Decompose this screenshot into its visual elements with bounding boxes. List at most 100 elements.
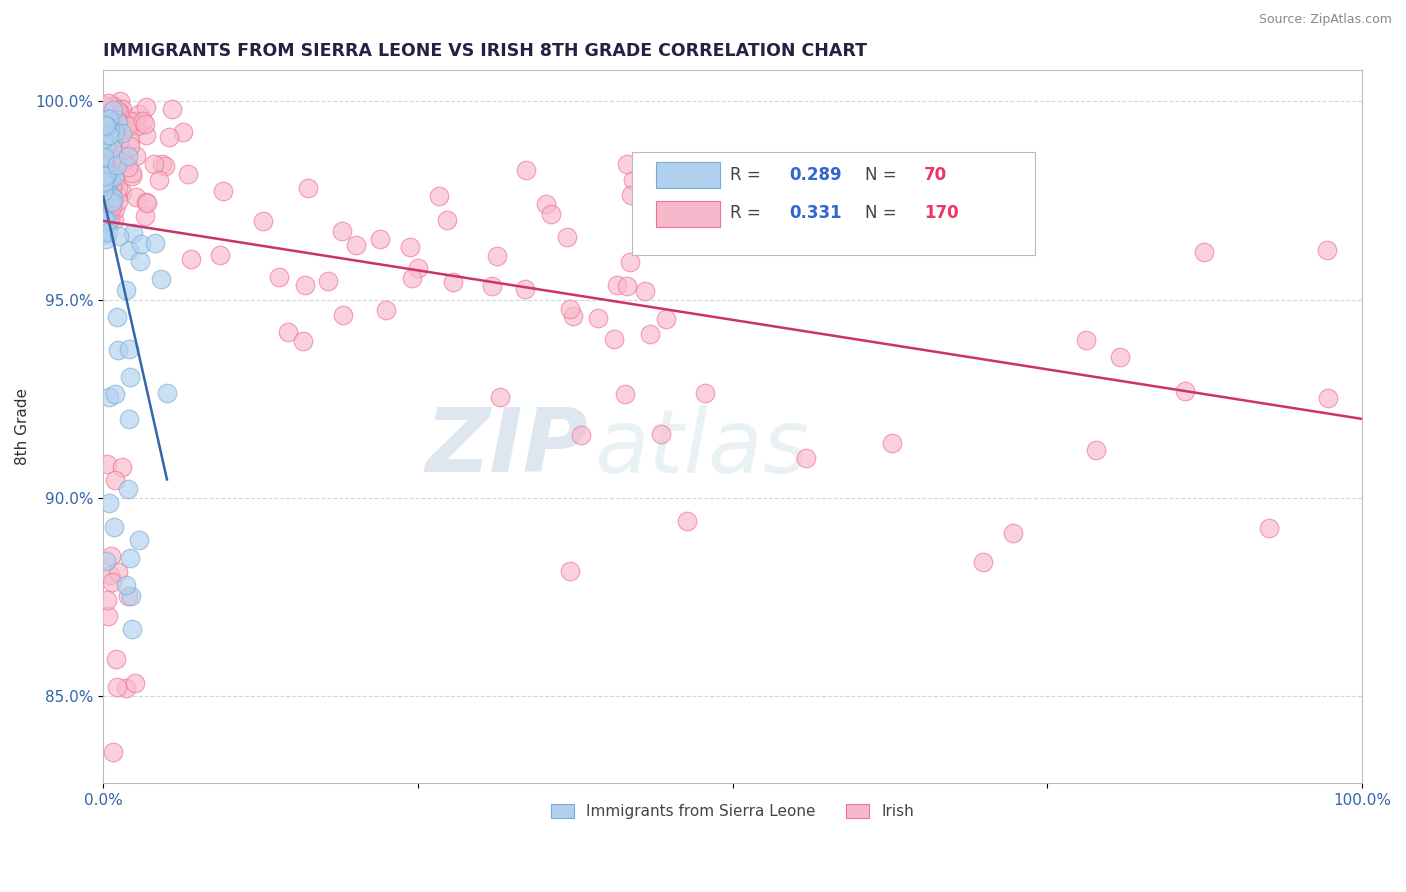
Point: [297, 181, 319, 195]
Point: [332, 308, 354, 322]
Point: [93, 166, 115, 180]
Point: [111, 107, 134, 121]
Point: [101, 191, 124, 205]
Point: [93, 186, 115, 200]
Point: [93, 161, 115, 175]
Point: [98, 567, 121, 582]
Point: [101, 575, 124, 590]
Point: [135, 195, 157, 210]
FancyBboxPatch shape: [655, 162, 720, 188]
Point: [114, 153, 136, 168]
Point: [129, 237, 152, 252]
Point: [489, 390, 512, 404]
Point: [98, 201, 121, 215]
Point: [569, 428, 592, 442]
Point: [650, 166, 672, 180]
Point: [97, 112, 120, 126]
Point: [97, 496, 120, 510]
Point: [148, 172, 170, 186]
Point: [560, 302, 582, 317]
Point: [108, 104, 131, 119]
Point: [128, 533, 150, 547]
Point: [94, 170, 117, 185]
Point: [561, 309, 583, 323]
Point: [97, 176, 120, 190]
Point: [129, 254, 152, 268]
Point: [1192, 244, 1215, 259]
Point: [344, 238, 367, 252]
Point: [93, 223, 115, 237]
Point: [408, 261, 430, 276]
Point: [180, 252, 202, 266]
Point: [93, 157, 115, 171]
Point: [117, 149, 139, 163]
Point: [96, 183, 118, 197]
Point: [121, 169, 143, 183]
Point: [115, 578, 138, 592]
Point: [94, 192, 117, 206]
Point: [115, 283, 138, 297]
Point: [794, 450, 817, 465]
Point: [316, 274, 339, 288]
Point: [135, 194, 157, 209]
Point: [118, 133, 141, 147]
FancyBboxPatch shape: [631, 152, 1035, 255]
Point: [98, 166, 121, 180]
Point: [368, 232, 391, 246]
Point: [156, 386, 179, 401]
Point: [96, 149, 118, 163]
Point: [401, 270, 423, 285]
Point: [481, 279, 503, 293]
Point: [1316, 243, 1339, 257]
Text: R =: R =: [730, 204, 766, 222]
Legend: Immigrants from Sierra Leone, Irish: Immigrants from Sierra Leone, Irish: [546, 798, 921, 825]
Point: [294, 277, 316, 292]
Point: [96, 457, 118, 471]
Point: [104, 652, 127, 666]
Point: [125, 190, 148, 204]
Point: [972, 555, 994, 569]
Point: [107, 229, 129, 244]
Point: [93, 150, 115, 164]
Point: [104, 202, 127, 216]
Point: [103, 520, 125, 534]
Point: [555, 230, 578, 244]
Point: [96, 167, 118, 181]
Point: [107, 565, 129, 579]
Point: [94, 232, 117, 246]
Point: [1174, 384, 1197, 398]
Point: [100, 194, 122, 208]
Point: [104, 387, 127, 401]
Point: [100, 194, 122, 209]
Point: [485, 249, 508, 263]
Point: [105, 103, 128, 117]
Point: [104, 172, 127, 186]
Point: [105, 188, 128, 202]
Point: [128, 107, 150, 121]
Point: [135, 128, 157, 142]
Point: [638, 327, 661, 342]
Point: [107, 180, 129, 194]
Point: [93, 212, 115, 227]
Point: [103, 169, 125, 184]
Point: [120, 370, 142, 384]
Point: [1257, 521, 1279, 535]
Point: [101, 98, 124, 112]
Point: [107, 135, 129, 149]
Point: [103, 151, 125, 165]
Point: [513, 282, 536, 296]
Point: [117, 160, 139, 174]
Point: [93, 110, 115, 124]
Point: [603, 332, 626, 346]
Point: [98, 390, 121, 404]
Point: [94, 169, 117, 183]
Point: [105, 680, 128, 694]
Point: [1316, 391, 1339, 405]
Point: [96, 121, 118, 136]
Point: [115, 681, 138, 695]
Point: [536, 197, 558, 211]
Point: [127, 119, 149, 133]
Point: [104, 125, 127, 139]
Point: [107, 194, 129, 208]
Point: [94, 170, 117, 185]
